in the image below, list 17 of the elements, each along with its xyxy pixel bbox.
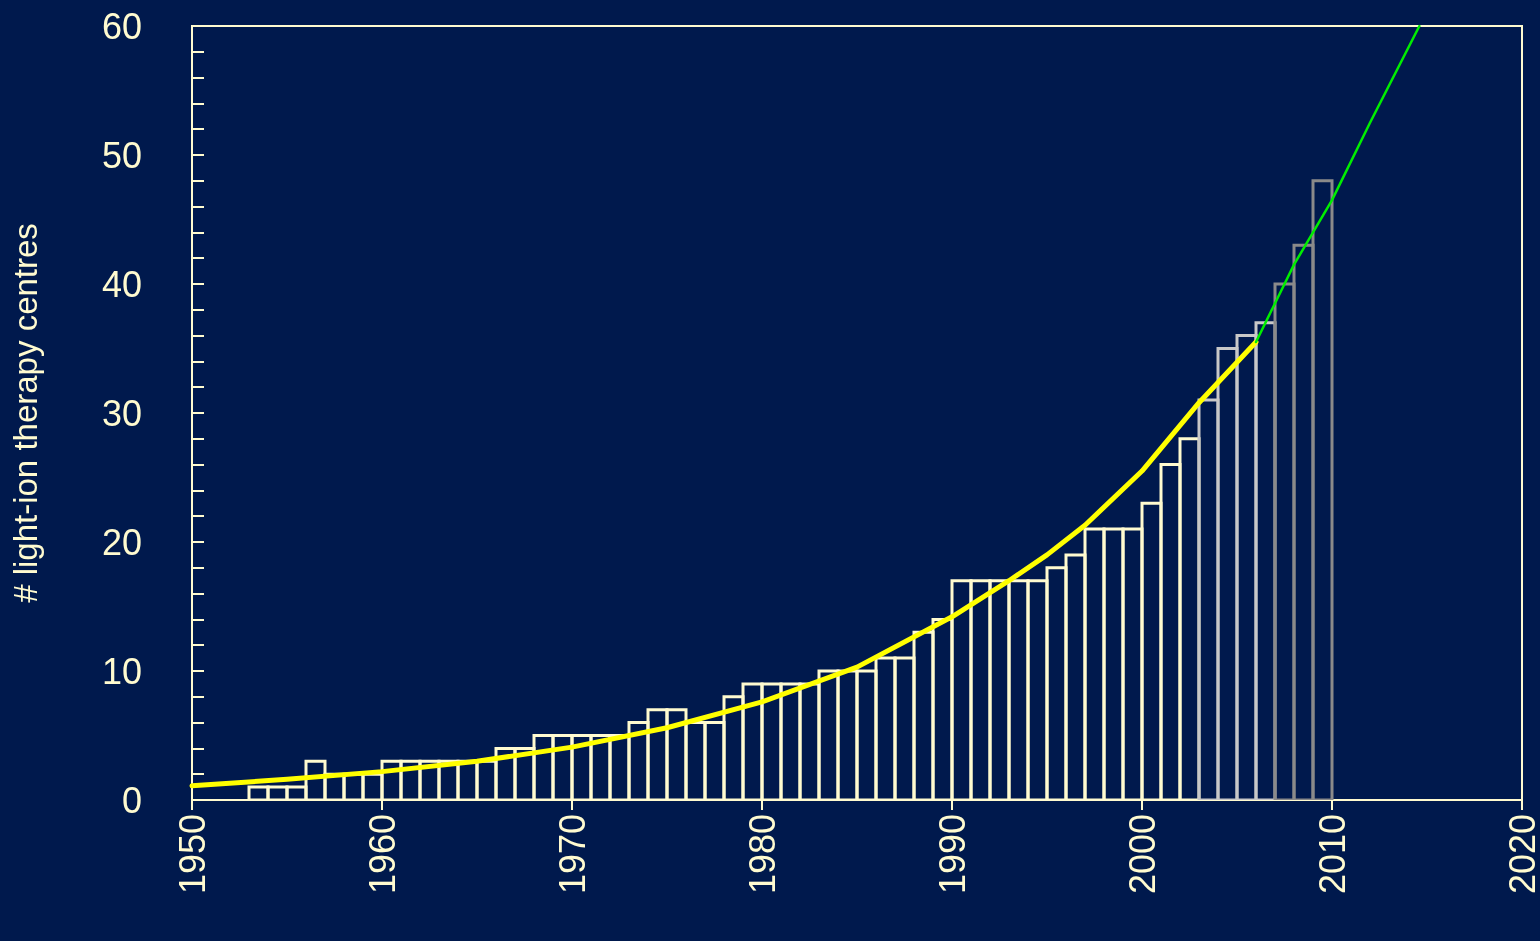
x-tick-label: 2000 [1121, 814, 1163, 895]
y-tick-label: 30 [101, 392, 142, 434]
y-tick-label: 0 [121, 779, 142, 821]
x-tick-label: 2020 [1501, 814, 1540, 895]
y-axis-title: # light-ion therapy centres [7, 223, 44, 603]
y-tick-label: 20 [101, 521, 142, 563]
x-tick-label: 1990 [931, 814, 973, 895]
y-tick-label: 10 [101, 650, 142, 692]
x-tick-label: 1980 [741, 814, 783, 895]
x-tick-label: 1960 [361, 814, 403, 895]
x-tick-label: 2010 [1311, 814, 1353, 895]
line-series [1254, 24, 1421, 344]
y-tick-label: 60 [101, 5, 142, 47]
x-tick-label: 1970 [551, 814, 593, 895]
y-tick-label: 50 [101, 134, 142, 176]
x-tick-label: 1950 [171, 814, 213, 895]
y-tick-label: 40 [101, 263, 142, 305]
